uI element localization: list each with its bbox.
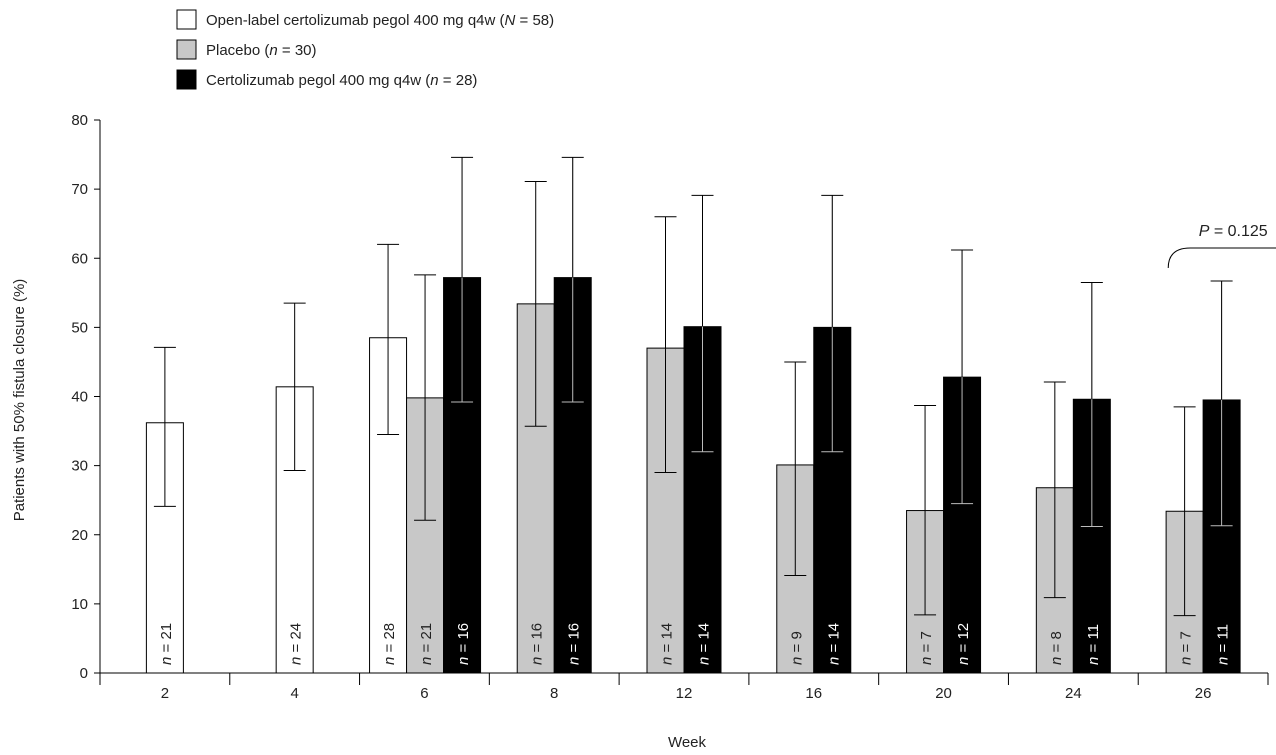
- y-tick-label: 0: [80, 665, 88, 682]
- x-tick-label: 2: [161, 685, 169, 702]
- n-label-cdp: n = 12: [955, 623, 972, 665]
- legend-label-cdp: Certolizumab pegol 400 mg q4w (n = 28): [206, 72, 477, 89]
- error-bar-cdp: [951, 249, 974, 505]
- y-tick-label: 10: [71, 596, 88, 613]
- error-bar-placebo: [1043, 381, 1066, 599]
- n-label-placebo: n = 9: [788, 631, 805, 665]
- error-bar-placebo: [654, 216, 677, 474]
- x-tick-label: 16: [805, 685, 822, 702]
- error-bar-placebo: [784, 361, 807, 577]
- y-tick-label: 40: [71, 389, 88, 406]
- legend: Open-label certolizumab pegol 400 mg q4w…: [176, 9, 554, 90]
- n-label-placebo: n = 16: [529, 623, 546, 665]
- error-bar-open_label: [377, 243, 400, 436]
- x-tick-label: 6: [420, 685, 428, 702]
- error-bar-cdp: [691, 194, 714, 453]
- error-bar-cdp: [821, 194, 844, 453]
- x-tick-label: 24: [1065, 685, 1082, 702]
- legend-swatch-cdp: [176, 69, 197, 90]
- y-tick-label: 50: [71, 319, 88, 336]
- n-label-cdp: n = 16: [566, 623, 583, 665]
- error-bar-cdp: [1080, 281, 1103, 527]
- error-bar-placebo: [414, 274, 437, 521]
- x-tick-label: 8: [550, 685, 558, 702]
- x-tick-label: 12: [676, 685, 693, 702]
- error-bar-cdp: [561, 156, 584, 403]
- x-axis: 2 4 6 8 12 16 20 24 26: [99, 672, 1269, 702]
- bars: n = 21 n = 24 n = 28 n = 21 n = 16 n = 14 n = …: [145, 156, 1241, 674]
- n-label-cdp: n = 11: [1085, 624, 1102, 665]
- error-bar-open_label: [283, 302, 306, 471]
- legend-swatch-open_label: [176, 9, 197, 30]
- n-label-open_label: n = 28: [381, 623, 398, 665]
- annotation: P = 0.125: [1167, 223, 1276, 269]
- error-bar-open_label: [153, 346, 176, 507]
- n-label-cdp: n = 11: [1215, 624, 1232, 665]
- y-tick-label: 80: [71, 112, 88, 129]
- n-label-open_label: n = 21: [158, 623, 175, 665]
- x-axis-label: Week: [668, 734, 707, 751]
- n-label-cdp: n = 16: [455, 623, 472, 665]
- legend-label-open_label: Open-label certolizumab pegol 400 mg q4w…: [206, 12, 554, 29]
- legend-label-placebo: Placebo (n = 30): [206, 42, 317, 59]
- y-tick-label: 60: [71, 250, 88, 267]
- y-tick-label: 70: [71, 181, 88, 198]
- n-label-open_label: n = 24: [288, 623, 305, 665]
- p-value-bracket: [1167, 247, 1276, 269]
- y-tick-label: 30: [71, 458, 88, 475]
- error-bar-cdp: [451, 156, 474, 403]
- y-axis-label: Patients with 50% fistula closure (%): [11, 279, 28, 522]
- bar-cdp: [1202, 399, 1241, 674]
- error-bar-placebo: [524, 181, 547, 427]
- n-label-placebo: n = 14: [659, 623, 676, 665]
- x-tick-label: 4: [290, 685, 298, 702]
- x-tick-label: 20: [935, 685, 952, 702]
- n-label-cdp: n = 14: [825, 623, 842, 665]
- legend-swatch-placebo: [176, 39, 197, 60]
- error-bar-cdp: [1210, 280, 1233, 527]
- y-axis: 0 10 20 30 40 50 60 70 80: [71, 112, 101, 682]
- x-tick-label: 26: [1195, 685, 1212, 702]
- p-value-label: P = 0.125: [1199, 223, 1268, 240]
- n-label-placebo: n = 21: [418, 623, 435, 665]
- y-tick-label: 20: [71, 527, 88, 544]
- error-bar-placebo: [914, 404, 937, 616]
- n-label-placebo: n = 7: [918, 631, 935, 665]
- error-bar-placebo: [1173, 406, 1196, 617]
- n-label-cdp: n = 14: [696, 623, 713, 665]
- n-label-placebo: n = 8: [1048, 631, 1065, 665]
- n-label-placebo: n = 7: [1178, 631, 1195, 665]
- bar-open_label: [145, 422, 184, 674]
